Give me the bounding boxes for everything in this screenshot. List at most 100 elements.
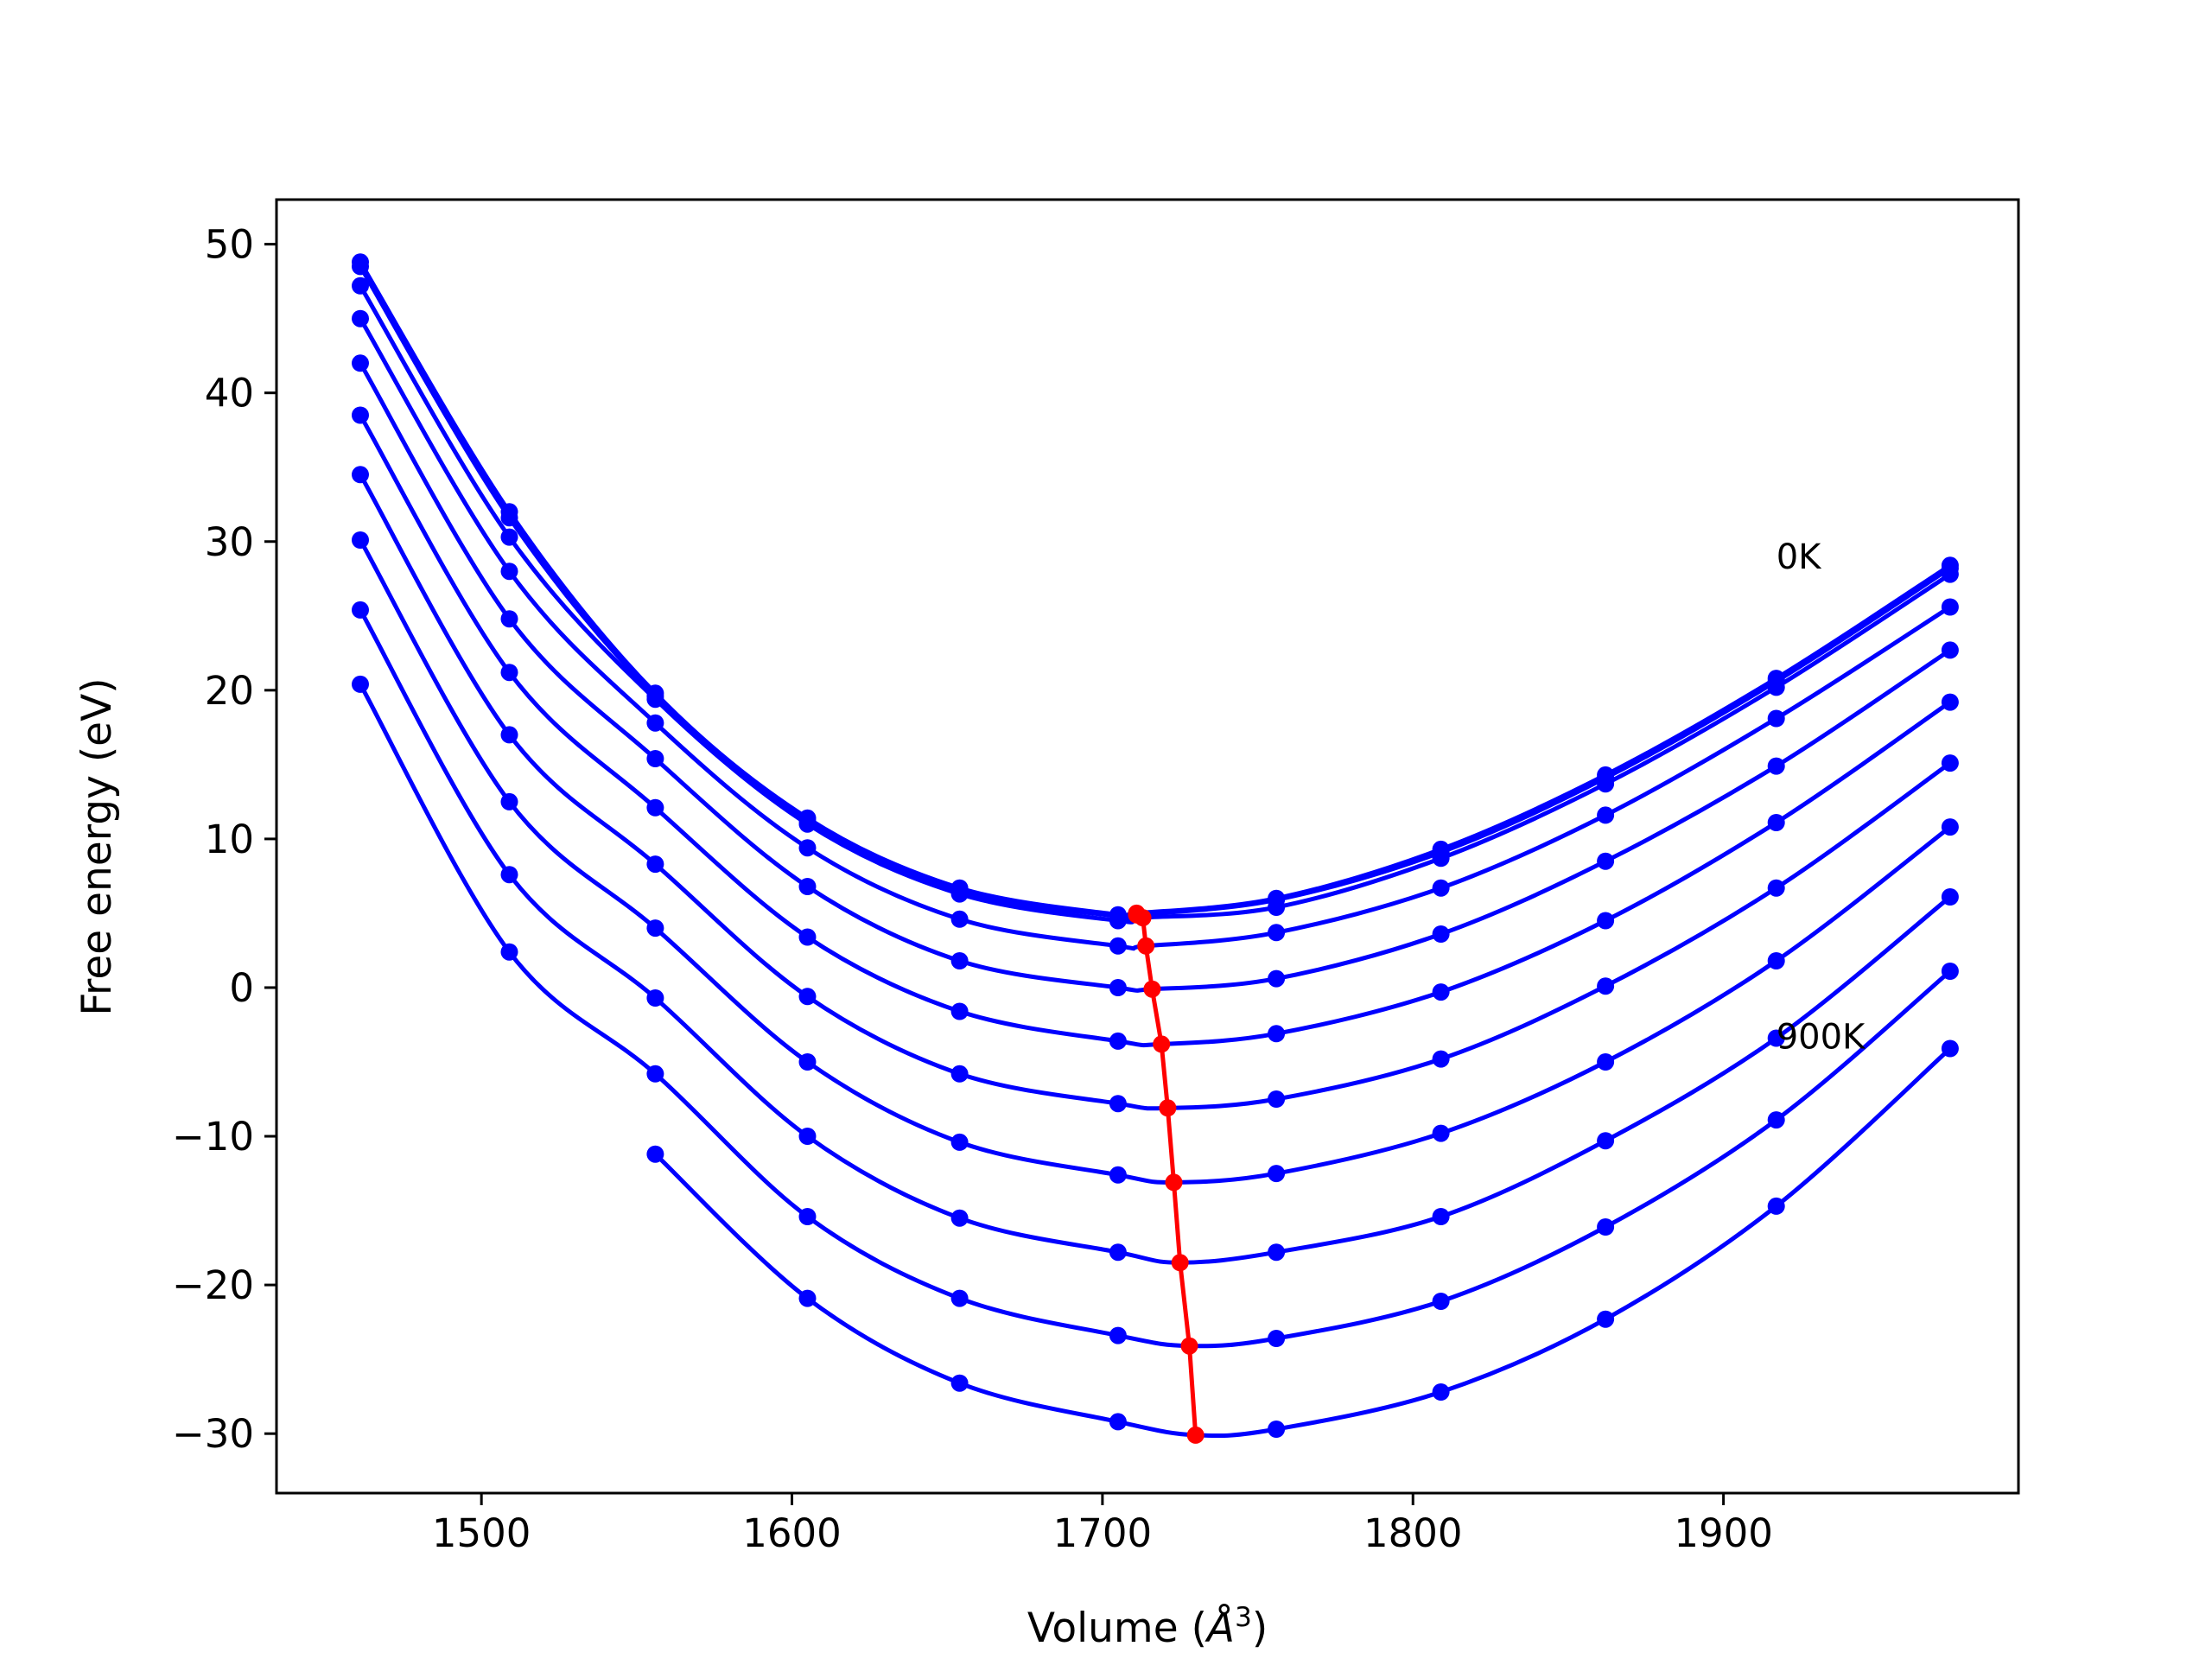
data-point-marker [1941, 888, 1959, 906]
data-point-marker [1432, 1050, 1450, 1068]
x-axis-ticks: 1500 1600 1700 1800 1900 [432, 1493, 1773, 1556]
data-point-marker [1941, 963, 1959, 980]
y-tick-label: −10 [172, 1114, 254, 1160]
data-point-marker [352, 354, 369, 372]
data-point-marker [1941, 1039, 1959, 1058]
x-axis-label: Volume (Å3) [1027, 1602, 1268, 1652]
data-point-marker [352, 601, 369, 619]
temperature-annotation: 900K [1777, 1018, 1866, 1058]
data-point-marker [1767, 1029, 1785, 1047]
isotherm-curve-10 [358, 683, 1952, 1349]
data-point-marker [1767, 1111, 1785, 1129]
y-axis-label: Free energy (eV) [73, 677, 121, 1015]
data-point-marker [1268, 1330, 1286, 1347]
data-point-marker [1268, 1165, 1286, 1183]
minimum-path-marker [1137, 937, 1155, 955]
data-point-marker [798, 1289, 817, 1307]
data-point-marker [1432, 1208, 1450, 1225]
data-point-marker [352, 531, 369, 549]
data-point-marker [1767, 709, 1785, 728]
minimum-path-marker [1165, 1173, 1183, 1192]
data-point-marker [1432, 925, 1450, 943]
data-point-marker [950, 1065, 969, 1083]
data-point-marker [1268, 1243, 1286, 1262]
data-point-marker [500, 866, 518, 884]
data-point-marker [352, 675, 369, 693]
plot-frame [275, 198, 2020, 1495]
data-point-marker [1941, 754, 1959, 772]
minimum-path-marker [1171, 1254, 1189, 1272]
data-point-marker [1432, 1124, 1450, 1142]
minimum-path-marker [1159, 1099, 1177, 1117]
minimum-path-layer [1128, 904, 1205, 1444]
data-point-marker [1432, 879, 1450, 897]
isotherm-curve-4 [358, 317, 1952, 951]
x-tick-label: 1800 [1363, 1510, 1463, 1556]
data-point-markers [352, 253, 1959, 1438]
data-point-marker [1109, 1243, 1127, 1262]
y-tick-label: −20 [172, 1262, 254, 1308]
data-point-marker [646, 714, 664, 732]
isotherm-curve-5 [358, 362, 1952, 994]
data-point-marker [352, 466, 369, 484]
data-point-marker [1767, 678, 1785, 696]
data-point-marker [1109, 1413, 1127, 1431]
data-point-marker [1109, 937, 1127, 955]
data-point-marker [1597, 1218, 1615, 1236]
data-point-marker [646, 1145, 664, 1163]
annotations: 0K 900K [1777, 537, 1866, 1058]
data-point-marker [1767, 952, 1785, 969]
data-point-marker [1432, 849, 1450, 868]
minimum-path-marker [1134, 909, 1152, 927]
data-point-marker [646, 750, 664, 767]
minimum-path-marker [1186, 1426, 1205, 1444]
data-point-marker [500, 792, 518, 810]
isotherm-curve-6 [358, 414, 1952, 1048]
data-point-marker [1109, 1166, 1127, 1184]
data-point-marker [500, 563, 518, 581]
data-point-marker [950, 885, 969, 903]
data-point-marker [798, 1128, 817, 1145]
isotherm-curve-7 [358, 474, 1952, 1111]
y-axis-ticks: −30 −20 −10 0 10 20 30 40 50 [172, 222, 276, 1457]
data-point-marker [500, 664, 518, 682]
data-point-marker [500, 528, 518, 546]
data-point-marker [1432, 1383, 1450, 1401]
isotherm-curve-9 [358, 608, 1952, 1265]
data-point-marker [950, 1374, 969, 1392]
data-point-marker [500, 509, 518, 527]
data-point-marker [1597, 806, 1615, 824]
data-point-marker [950, 910, 969, 928]
data-point-marker [1941, 641, 1959, 659]
data-point-marker [1767, 814, 1785, 831]
data-point-marker [950, 1133, 969, 1151]
data-point-marker [500, 726, 518, 744]
y-tick-label: 50 [205, 222, 254, 268]
data-point-marker [1597, 775, 1615, 793]
data-point-marker [352, 257, 369, 276]
data-point-marker [646, 919, 664, 938]
minimum-path-marker [1180, 1337, 1198, 1355]
data-point-marker [1268, 924, 1286, 942]
isotherm-curve-3 [358, 284, 1952, 925]
data-point-marker [950, 1209, 969, 1227]
y-tick-label: 40 [205, 371, 254, 416]
isotherm-curve-8 [358, 538, 1952, 1185]
data-point-marker [1109, 1032, 1127, 1050]
data-point-marker [1597, 977, 1615, 995]
data-point-marker [1268, 1421, 1286, 1438]
data-point-marker [950, 1002, 969, 1020]
data-point-marker [1597, 1053, 1615, 1071]
x-tick-label: 1600 [742, 1510, 842, 1556]
data-point-marker [1268, 1025, 1286, 1043]
minimum-path-marker [1153, 1035, 1171, 1053]
minimum-path-marker [1143, 980, 1161, 998]
data-point-marker [1432, 983, 1450, 1001]
data-point-marker [352, 406, 369, 424]
data-point-marker [950, 952, 969, 969]
temperature-annotation: 0K [1777, 537, 1822, 577]
y-tick-label: 30 [205, 519, 254, 565]
data-point-marker [798, 815, 817, 833]
